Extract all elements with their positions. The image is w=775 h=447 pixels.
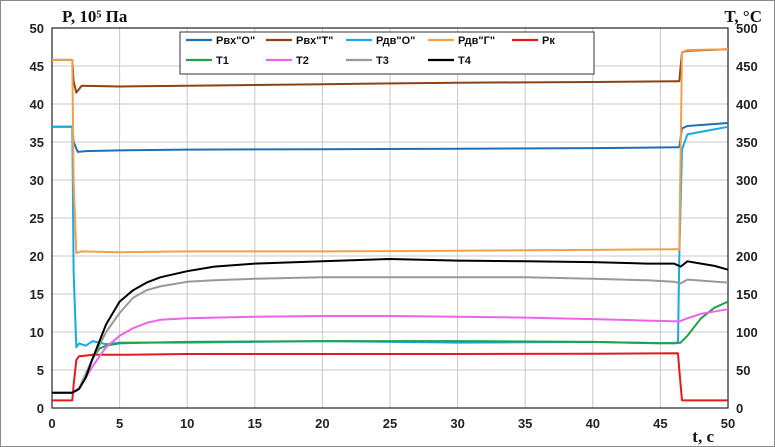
y-right-tick-label: 400 <box>736 97 758 112</box>
y-left-tick-label: 35 <box>30 135 44 150</box>
y-left-tick-label: 0 <box>37 401 44 416</box>
legend-label: T3 <box>376 55 389 67</box>
x-tick-label: 35 <box>518 416 532 431</box>
legend-label: Рвх"О" <box>216 35 255 47</box>
series-line-рдвг <box>52 48 729 254</box>
y-left-tick-label: 5 <box>37 363 44 378</box>
grid-lines <box>52 28 728 408</box>
x-tick-label: 45 <box>653 416 667 431</box>
y-left-tick-label: 20 <box>30 249 44 264</box>
y-right-tick-label: 200 <box>736 249 758 264</box>
x-tick-label: 10 <box>180 416 194 431</box>
series-line-t2 <box>52 308 729 394</box>
x-tick-label: 5 <box>116 416 123 431</box>
series-line-t4 <box>52 258 729 394</box>
y-left-tick-label: 50 <box>30 21 44 36</box>
y-right-tick-label: 100 <box>736 325 758 340</box>
x-tick-label: 50 <box>721 416 735 431</box>
y-right-tick-label: 350 <box>736 135 758 150</box>
x-axis-title: t, c <box>692 427 714 446</box>
legend-label: Рдв"О" <box>376 35 415 47</box>
y-right-tick-label: 250 <box>736 211 758 226</box>
x-tick-label: 40 <box>586 416 600 431</box>
x-tick-label: 25 <box>383 416 397 431</box>
y-right-tick-label: 300 <box>736 173 758 188</box>
y-right-tick-label: 50 <box>736 363 750 378</box>
y-axis-left-title: P, 10⁵ Па <box>62 7 128 26</box>
legend-label: Рк <box>542 35 555 47</box>
y-left-tick-label: 10 <box>30 325 44 340</box>
y-left-tick-label: 45 <box>30 59 44 74</box>
y-right-tick-label: 150 <box>736 287 758 302</box>
y-left-tick-label: 25 <box>30 211 44 226</box>
plot-area <box>51 27 729 409</box>
y-left-tick-label: 30 <box>30 173 44 188</box>
legend-label: Рвх"Т" <box>296 35 333 47</box>
series-line-рк <box>52 352 728 402</box>
y-right-tick-label: 450 <box>736 59 758 74</box>
y-right-tick-label: 500 <box>736 21 758 36</box>
legend-label: T1 <box>216 55 229 67</box>
x-tick-label: 0 <box>48 416 55 431</box>
legend: Рвх"О" Рвх"Т" Рдв"О" Рдв"Г" Рк T1 T2 T3 T4 <box>179 31 595 75</box>
legend-label: T4 <box>458 55 472 67</box>
y-left-tick-label: 15 <box>30 287 44 302</box>
series-group <box>52 48 729 402</box>
legend-label: T2 <box>296 55 309 67</box>
y-axis-right-title: T, °C <box>724 7 762 26</box>
y-left-tick-label: 40 <box>30 97 44 112</box>
x-tick-label: 15 <box>248 416 262 431</box>
y-right-tick-label: 0 <box>736 401 743 416</box>
x-tick-label: 30 <box>450 416 464 431</box>
x-tick-label: 20 <box>315 416 329 431</box>
legend-label: Рдв"Г" <box>458 35 495 47</box>
